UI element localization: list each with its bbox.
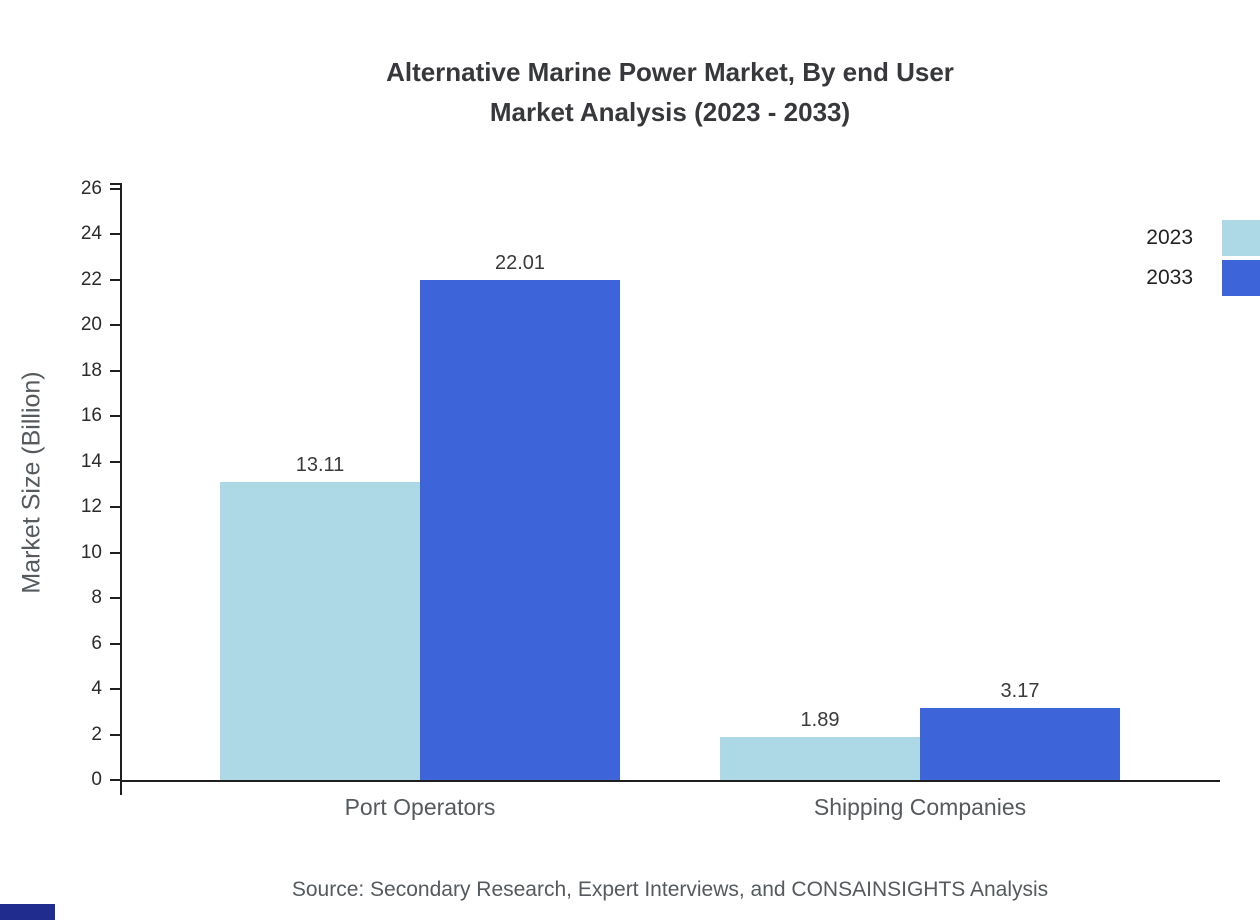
- bar-2023-shipping-companies: [720, 737, 920, 780]
- y-tick-label: 0: [91, 769, 102, 790]
- y-tick-label: 8: [91, 587, 102, 609]
- source-note: Source: Secondary Research, Expert Inter…: [291, 878, 1049, 901]
- y-tick: [110, 642, 120, 645]
- legend-label: 2023: [1146, 226, 1193, 249]
- x-category-label: Port Operators: [344, 794, 496, 820]
- bar-2033-shipping-companies: [920, 707, 1120, 780]
- y-tick: [110, 415, 120, 418]
- y-tick-label: 24: [80, 223, 102, 245]
- legend-swatch: [1222, 220, 1260, 256]
- corner-accent: [0, 904, 55, 920]
- y-tick: [110, 506, 120, 509]
- chart-title: Alternative Marine Power Market, By end …: [0, 52, 1260, 132]
- legend-item: 2023: [1146, 218, 1260, 258]
- y-tick: [110, 597, 120, 600]
- legend: 2023 2033: [1146, 218, 1260, 298]
- y-tick-label: 22: [80, 268, 102, 290]
- y-tick: [110, 779, 120, 781]
- y-tick: [110, 688, 120, 691]
- y-tick: [110, 233, 120, 236]
- y-tick-label: 10: [80, 541, 102, 563]
- y-tick: [110, 369, 120, 372]
- y-tick-label: 2: [91, 723, 102, 745]
- x-category-label: Shipping Companies: [813, 794, 1027, 820]
- y-tick: [110, 733, 120, 736]
- legend-label: 2033: [1146, 266, 1193, 289]
- bar-value-label: 3.17: [1000, 679, 1040, 702]
- y-axis-line: [120, 183, 122, 795]
- chart-title-line1: Alternative Marine Power Market, By end …: [386, 57, 954, 87]
- y-tick-label: 6: [91, 632, 102, 654]
- y-tick-label: 14: [80, 450, 102, 472]
- y-tick: [110, 460, 120, 463]
- y-axis-cap-tick: [110, 183, 120, 185]
- y-tick-label: 12: [80, 496, 102, 518]
- bar-value-label: 13.11: [295, 453, 345, 476]
- y-tick: [110, 324, 120, 327]
- legend-item: 2033: [1146, 258, 1260, 298]
- y-tick: [110, 278, 120, 281]
- y-tick-label: 4: [91, 678, 102, 700]
- bar-value-label: 1.89: [800, 709, 840, 732]
- x-axis-line: [120, 780, 1220, 782]
- bar-2033-port-operators: [420, 279, 620, 780]
- y-tick-label: 26: [80, 178, 102, 199]
- bar-value-label: 22.01: [494, 251, 546, 274]
- y-tick-label: 20: [80, 314, 102, 336]
- y-tick: [110, 188, 120, 190]
- y-tick-label: 16: [80, 405, 102, 427]
- bar-2023-port-operators: [220, 481, 420, 780]
- y-tick-label: 18: [80, 359, 102, 381]
- chart-title-line2: Market Analysis (2023 - 2033): [489, 97, 851, 127]
- legend-swatch: [1222, 260, 1260, 296]
- y-tick: [110, 551, 120, 554]
